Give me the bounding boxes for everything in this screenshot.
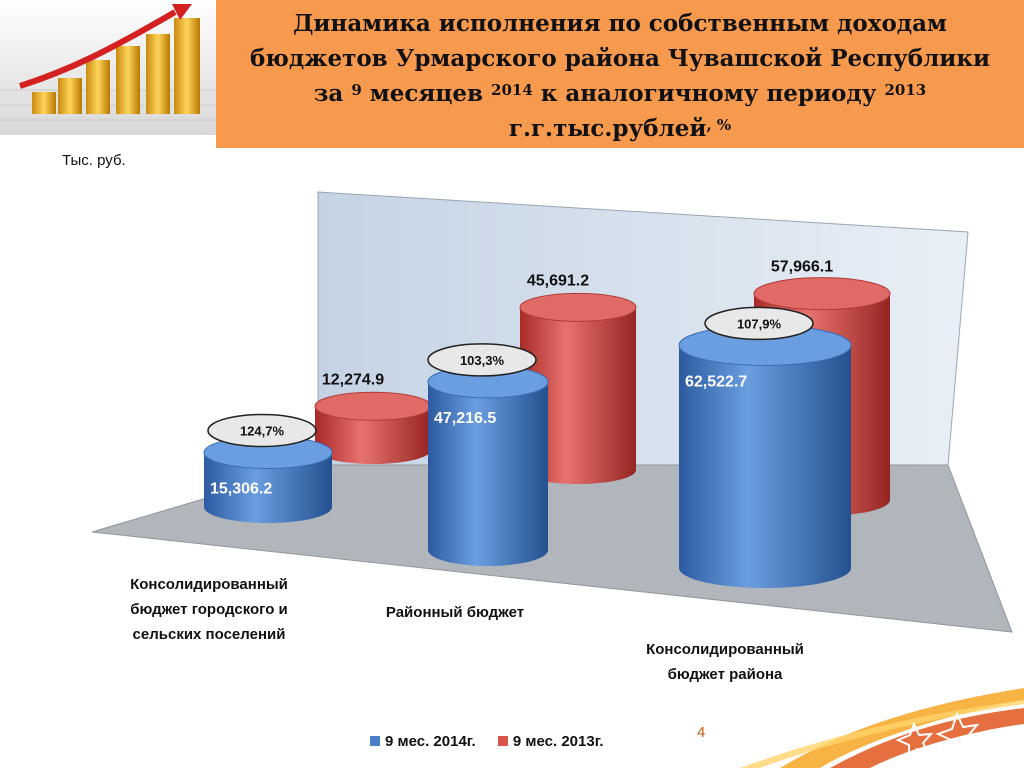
ratio-bubble-2 <box>427 343 537 377</box>
data-label-2014-2: 47,216.5 <box>434 410 496 427</box>
bar-2013-2 <box>519 292 637 484</box>
bar-2013-2-body <box>520 307 636 484</box>
legend: 9 мес. 2014г. 9 мес. 2013г. <box>370 733 622 750</box>
title-line-3-mid: месяцев <box>361 80 492 107</box>
growth-chart-logo <box>0 0 216 135</box>
legend-item-2013: 9 мес. 2013г. <box>497 733 604 750</box>
legend-item-2014: 9 мес. 2014г. <box>370 733 476 750</box>
title-line-3-suffix: к аналогичному периоду <box>532 80 885 107</box>
unit-label: Тыс. руб. <box>62 152 126 169</box>
chart-title: Динамика исполнения по собственным доход… <box>216 6 1024 146</box>
title-line-2: бюджетов Урмарского района Чувашской Рес… <box>249 45 991 72</box>
legend-label-2014: 9 мес. 2014г. <box>385 733 476 750</box>
bar-2013-1-top <box>314 391 432 421</box>
legend-swatch-2014 <box>370 736 380 746</box>
ratio-bubble-3 <box>704 306 814 341</box>
title-banner <box>216 0 1024 148</box>
data-label-2014-3: 62,522.7 <box>685 373 747 390</box>
ratio-bubble-1 <box>207 413 317 448</box>
bar-2013-3-top <box>753 277 891 311</box>
title-sup-percent: , % <box>706 116 732 134</box>
page-number: 4 <box>697 724 706 741</box>
title-line-4: г.г.тыс.рублей <box>508 115 707 142</box>
category-label-1: Консолидированный бюджет городского и се… <box>130 576 288 643</box>
title-sup-months: 9 <box>351 81 362 99</box>
bar-2014-3-body <box>679 345 851 588</box>
bar-2013-1 <box>314 391 432 464</box>
bar-2014-2-body <box>428 381 548 566</box>
ratio-label-3: 107,9% <box>737 316 782 331</box>
title-sup-year-2014: 2014 <box>491 81 533 99</box>
title-line-1: Динамика исполнения по собственным доход… <box>292 10 947 37</box>
bar-2014-3 <box>678 324 852 588</box>
bar-2013-1-body <box>315 406 431 464</box>
category-label-2: Районный бюджет <box>385 604 525 621</box>
data-label-2014-1: 15,306.2 <box>210 481 272 498</box>
title-sup-year-2013: 2013 <box>884 81 927 99</box>
data-label-2013-2: 45,691.2 <box>527 272 589 289</box>
title-line-3-prefix: за <box>313 80 352 107</box>
bar-2014-2 <box>427 365 549 566</box>
ratio-label-2: 103,3% <box>460 353 505 368</box>
legend-swatch-2013 <box>497 736 508 746</box>
ratio-label-1: 124,7% <box>240 424 285 439</box>
data-label-2013-3: 57,966.1 <box>771 259 833 276</box>
bar-2014-1-body <box>204 452 332 523</box>
legend-label-2013: 9 мес. 2013г. <box>512 733 604 750</box>
data-label-2013-1: 12,274.9 <box>322 371 384 388</box>
bar-2013-2-top <box>519 292 637 322</box>
category-label-3: Консолидированный бюджет района <box>646 641 804 683</box>
